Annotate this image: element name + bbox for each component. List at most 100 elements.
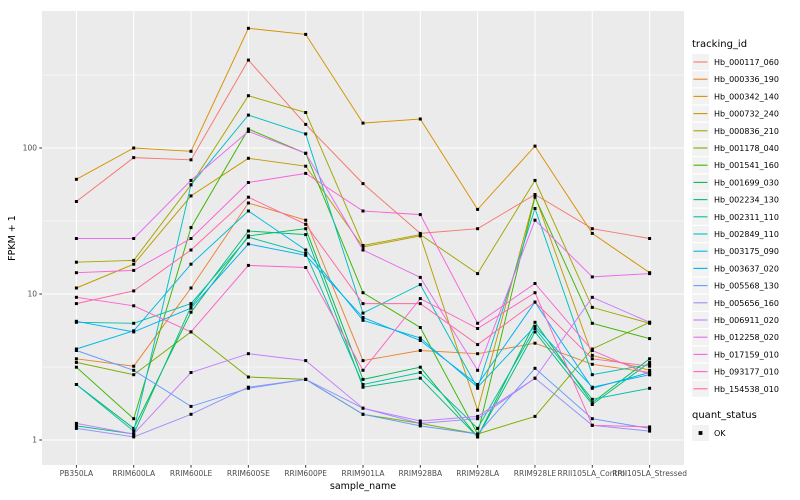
data-point bbox=[648, 357, 652, 361]
data-point bbox=[74, 426, 78, 430]
data-point bbox=[476, 383, 480, 386]
x-tick-label: RRIM928LA bbox=[456, 469, 500, 478]
data-point bbox=[189, 306, 193, 310]
data-point bbox=[418, 336, 422, 340]
data-point bbox=[132, 156, 136, 160]
data-point bbox=[189, 262, 193, 266]
data-point bbox=[74, 360, 78, 364]
data-point bbox=[246, 209, 250, 213]
legend-entry-label: Hb_001178_040 bbox=[714, 144, 779, 153]
data-point bbox=[418, 371, 422, 374]
legend-entry-Hb_000836_210: Hb_000836_210 bbox=[692, 122, 779, 139]
data-point bbox=[74, 260, 78, 264]
legend-entry-Hb_005656_160: Hb_005656_160 bbox=[692, 294, 779, 311]
data-point bbox=[246, 195, 250, 199]
data-point bbox=[361, 318, 365, 322]
data-point bbox=[246, 94, 250, 98]
data-point bbox=[304, 222, 308, 226]
legend-entry-Hb_002234_130: Hb_002234_130 bbox=[692, 191, 779, 208]
legend-entry-Hb_002311_110: Hb_002311_110 bbox=[692, 208, 779, 225]
legend-entry-Hb_093177_010: Hb_093177_010 bbox=[692, 363, 779, 380]
data-point bbox=[246, 352, 250, 356]
legend-entry-Hb_001699_030: Hb_001699_030 bbox=[692, 174, 779, 191]
data-point bbox=[246, 385, 250, 389]
data-point bbox=[304, 251, 308, 255]
data-point bbox=[418, 302, 422, 306]
x-tick-label: PB350LA bbox=[60, 469, 94, 478]
x-tick-label: RRII105LA_Stressed bbox=[612, 469, 687, 478]
y-tick-label: 100 bbox=[23, 144, 38, 153]
data-point bbox=[132, 426, 136, 430]
data-point bbox=[533, 282, 537, 285]
y-tick-label: 1 bbox=[32, 436, 37, 445]
data-point bbox=[74, 424, 78, 428]
legend-entry-quant-ok: OK bbox=[692, 425, 726, 441]
data-point bbox=[361, 244, 365, 247]
data-point bbox=[418, 297, 422, 301]
data-point bbox=[189, 178, 193, 182]
data-point bbox=[132, 258, 136, 262]
data-point bbox=[361, 316, 365, 319]
data-point bbox=[361, 311, 365, 315]
data-point bbox=[533, 366, 537, 370]
data-point bbox=[476, 272, 480, 276]
x-tick-label: RRII105LA_Control bbox=[558, 469, 628, 478]
data-point bbox=[590, 401, 594, 405]
data-point bbox=[590, 227, 594, 231]
data-point bbox=[361, 291, 365, 295]
data-point bbox=[304, 218, 308, 222]
legend-entry-label: Hb_017159_010 bbox=[714, 350, 779, 359]
y-tick-labels: 1 10 100 bbox=[23, 144, 38, 445]
data-point bbox=[246, 58, 250, 62]
data-point bbox=[246, 26, 250, 30]
x-tick-label: RRIM928BA bbox=[398, 469, 443, 478]
data-point bbox=[304, 111, 308, 114]
data-point bbox=[74, 200, 78, 203]
legend-entry-label: Hb_000117_060 bbox=[714, 58, 779, 67]
data-point bbox=[418, 117, 422, 121]
legend-entry-Hb_012258_020: Hb_012258_020 bbox=[692, 329, 779, 346]
data-point bbox=[361, 121, 365, 125]
data-point bbox=[476, 414, 480, 418]
data-point bbox=[246, 201, 250, 205]
legend-entry-Hb_001541_160: Hb_001541_160 bbox=[692, 157, 779, 174]
legend-entry-Hb_003637_020: Hb_003637_020 bbox=[692, 260, 779, 277]
data-point bbox=[590, 305, 594, 309]
data-point bbox=[132, 429, 136, 433]
data-point bbox=[74, 365, 78, 369]
data-point bbox=[246, 263, 250, 267]
series-Hb_002234_130 bbox=[74, 229, 652, 439]
data-point bbox=[246, 156, 250, 160]
data-point bbox=[476, 426, 480, 430]
data-point bbox=[590, 295, 594, 299]
x-tick-label: RRIM600PE bbox=[284, 469, 327, 478]
legend-entry-label: Hb_003637_020 bbox=[714, 264, 779, 273]
series-lines bbox=[74, 26, 652, 439]
data-point bbox=[189, 371, 193, 374]
data-point bbox=[361, 302, 365, 306]
data-point bbox=[590, 362, 594, 366]
data-point bbox=[361, 406, 365, 410]
data-point bbox=[648, 373, 652, 377]
data-point bbox=[648, 320, 652, 324]
data-point bbox=[189, 286, 193, 290]
data-point bbox=[533, 291, 537, 295]
legend-entry-label: Hb_005656_160 bbox=[714, 299, 779, 308]
data-point bbox=[361, 209, 365, 213]
data-point bbox=[304, 32, 308, 36]
legend-entry-Hb_005568_130: Hb_005568_130 bbox=[692, 277, 779, 294]
data-point bbox=[304, 132, 308, 136]
legend-entry-label: Hb_000336_190 bbox=[714, 75, 779, 84]
data-point bbox=[533, 327, 537, 330]
legend-entry-label: Hb_005568_130 bbox=[714, 282, 779, 291]
data-point bbox=[246, 235, 250, 239]
data-point bbox=[418, 421, 422, 425]
data-point bbox=[74, 357, 78, 361]
data-point bbox=[590, 353, 594, 357]
data-point bbox=[418, 424, 422, 428]
data-point bbox=[590, 423, 594, 427]
legend-entry-label: Hb_154538_010 bbox=[714, 385, 779, 394]
series-Hb_012258_020 bbox=[74, 129, 652, 372]
data-point bbox=[304, 151, 308, 155]
